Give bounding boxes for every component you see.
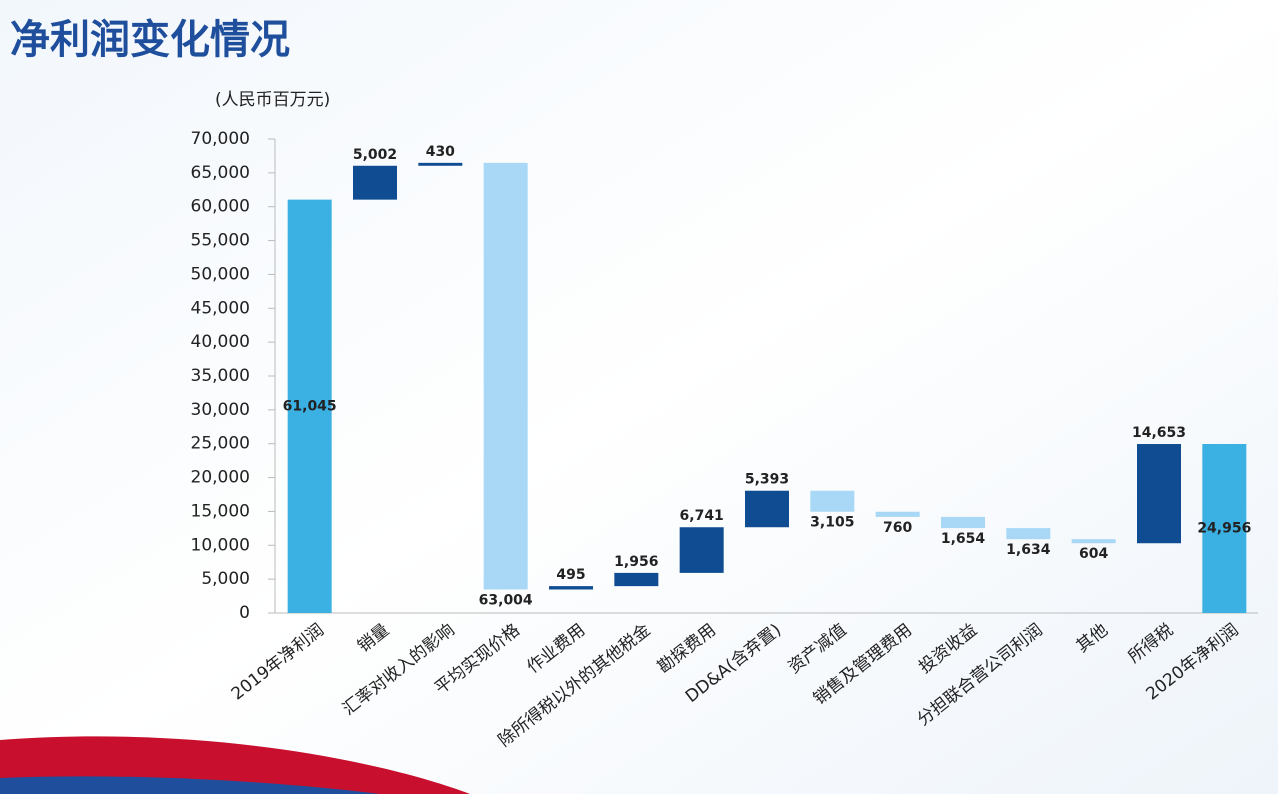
y-tick-label: 5,000 (201, 569, 250, 589)
bar (745, 490, 789, 528)
value-label: 61,045 (283, 398, 337, 414)
bar (1202, 444, 1247, 613)
bar (1071, 539, 1116, 544)
y-tick-label: 30,000 (191, 400, 250, 420)
bar (418, 162, 463, 166)
bar (679, 527, 724, 573)
value-label: 430 (426, 144, 455, 160)
bar (810, 490, 855, 512)
value-label: 1,634 (1006, 542, 1051, 558)
y-tick-label: 50,000 (191, 264, 250, 284)
value-label: 495 (556, 567, 585, 583)
bar (875, 511, 920, 517)
bar (614, 572, 659, 587)
value-label: 760 (883, 520, 912, 536)
bar (353, 165, 397, 200)
value-label: 5,002 (353, 147, 397, 163)
value-label: 604 (1079, 546, 1108, 562)
y-axis-label: (人民币百万元) (215, 90, 330, 110)
chart-title: 净利润变化情况 (10, 17, 290, 63)
y-tick-label: 45,000 (191, 298, 250, 318)
value-label: 14,653 (1132, 425, 1186, 441)
value-label: 1,654 (941, 531, 986, 547)
y-tick-label: 35,000 (191, 366, 250, 386)
value-label: 24,956 (1197, 521, 1251, 537)
bar (287, 199, 332, 614)
value-label: 3,105 (810, 515, 854, 531)
y-tick-label: 60,000 (191, 197, 250, 217)
y-tick-label: 0 (239, 603, 250, 623)
y-tick-label: 70,000 (191, 129, 250, 149)
bar (941, 516, 985, 529)
y-tick-label: 20,000 (191, 468, 250, 488)
bar (483, 162, 528, 590)
y-tick-label: 55,000 (191, 231, 250, 251)
bar (549, 586, 593, 590)
value-label: 5,393 (745, 472, 789, 488)
decor-swoosh (0, 776, 380, 794)
value-label: 6,741 (680, 508, 724, 524)
y-tick-label: 15,000 (191, 501, 250, 521)
y-tick-label: 25,000 (191, 434, 250, 454)
value-label: 63,004 (479, 592, 533, 608)
value-label: 1,956 (614, 554, 658, 570)
y-tick-label: 40,000 (191, 332, 250, 352)
y-tick-label: 65,000 (191, 163, 250, 183)
bar (1006, 528, 1051, 540)
y-tick-label: 10,000 (191, 535, 250, 555)
bar (1137, 444, 1181, 544)
